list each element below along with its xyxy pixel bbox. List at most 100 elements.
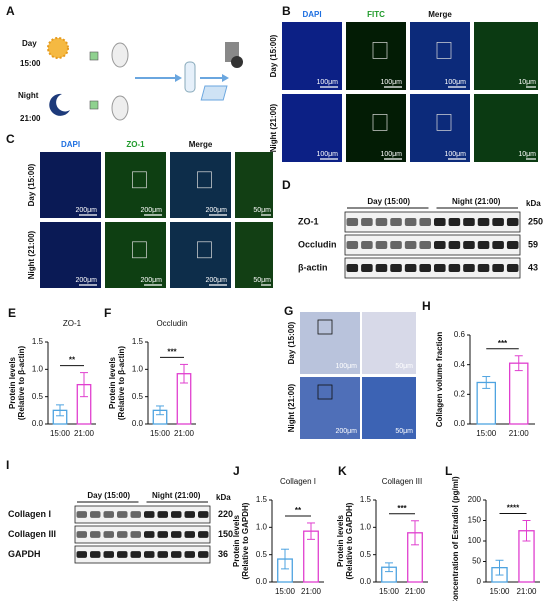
blot (74, 505, 211, 524)
y-tick-label: 1.0 (132, 364, 144, 373)
band (404, 218, 417, 226)
band (130, 511, 141, 518)
band (198, 531, 209, 538)
x-tick-label: 21:00 (509, 429, 530, 438)
panel-letter: A (6, 4, 15, 18)
band (434, 264, 446, 272)
band (419, 241, 431, 249)
panel-letter: F (104, 306, 111, 320)
column-header: DAPI (302, 10, 321, 19)
x-tick-label: 15:00 (379, 587, 400, 596)
micrograph (282, 22, 342, 90)
scale-bar-label: 200μm (140, 277, 162, 284)
y-tick-label: 0.0 (454, 419, 466, 428)
inset-box (317, 384, 333, 400)
scale-bar-label: 200μm (75, 207, 97, 214)
band (361, 218, 373, 226)
bar (508, 362, 529, 425)
band (419, 264, 431, 272)
band (346, 264, 359, 272)
significance: *** (167, 348, 177, 357)
column-header: Merge (428, 10, 452, 19)
scale-bar-label: 10μm (518, 151, 536, 158)
band (103, 511, 114, 518)
band (477, 218, 490, 226)
label: 21:00 (20, 114, 41, 123)
row-label: Night (21:00) (287, 383, 296, 432)
band (404, 264, 417, 272)
band (144, 551, 155, 558)
y-tick-label: 1.5 (132, 337, 144, 346)
x-tick-label: 15:00 (489, 587, 510, 596)
x-tick-label: 21:00 (405, 587, 426, 596)
y-axis-label: Protein levels (108, 356, 117, 409)
band (477, 264, 490, 272)
band-label: β-actin (298, 262, 328, 272)
significance: ** (69, 356, 76, 365)
scale-bar-label: 100μm (444, 151, 466, 158)
micrograph (235, 152, 273, 218)
panel-letter: J (233, 464, 240, 478)
band (463, 264, 475, 272)
micrograph (105, 222, 166, 288)
band (346, 241, 359, 249)
y-tick-label: 1.0 (360, 522, 372, 531)
label: Night (18, 91, 39, 100)
band (144, 531, 155, 538)
scale-bar-label: 100μm (380, 79, 402, 86)
micrograph (40, 152, 101, 218)
band (103, 531, 114, 538)
x-tick-label: 21:00 (74, 429, 95, 438)
y-tick-label: 0.0 (360, 577, 372, 586)
inset-box (436, 42, 452, 59)
band-label: GAPDH (8, 549, 41, 559)
blot (344, 257, 521, 279)
y-tick-label: 0.5 (360, 550, 372, 559)
y-tick-label: 0.6 (454, 330, 466, 339)
scale-bar-label: 10μm (518, 79, 536, 86)
band (434, 241, 446, 249)
row-label: Day (15:00) (269, 34, 278, 77)
column-header: DAPI (61, 140, 80, 149)
band (117, 551, 128, 558)
band (90, 531, 101, 538)
x-tick-label: 15:00 (476, 429, 497, 438)
inset-box (197, 241, 212, 259)
scale-bar-label: 200μm (335, 428, 357, 435)
band (171, 551, 182, 558)
band (448, 264, 461, 272)
panel-letter: H (422, 299, 431, 313)
y-axis-label: (Relative to GAPDH) (241, 502, 250, 579)
scale-bar-label: 200μm (140, 207, 162, 214)
band (117, 511, 128, 518)
group-label: Day (15:00) (87, 491, 130, 500)
row-label: Day (15:00) (27, 163, 36, 206)
band (76, 511, 87, 518)
y-tick-label: 150 (468, 516, 482, 525)
micrograph (105, 152, 166, 218)
band (448, 218, 461, 226)
panel-letter: K (338, 464, 347, 478)
scale-bar-label: 50μm (253, 207, 271, 214)
blot (344, 234, 521, 256)
scale-bar-label: 50μm (395, 428, 413, 435)
y-tick-label: 1.5 (256, 495, 268, 504)
band (434, 218, 446, 226)
band (117, 531, 128, 538)
x-tick-label: 21:00 (174, 429, 195, 438)
group-label: Day (15:00) (367, 197, 410, 206)
panel-letter: C (6, 132, 15, 146)
y-tick-label: 0.5 (256, 550, 268, 559)
significance: **** (507, 504, 520, 513)
micrograph (346, 22, 406, 90)
micrograph (170, 152, 231, 218)
micrograph (282, 94, 342, 162)
y-tick-label: 1.5 (32, 337, 44, 346)
band (171, 531, 182, 538)
column-header: Merge (189, 140, 213, 149)
micrograph (410, 94, 470, 162)
group-label: Night (21:00) (452, 197, 501, 206)
label: 15:00 (20, 59, 41, 68)
band (463, 218, 475, 226)
band-label: Collagen I (8, 509, 51, 519)
